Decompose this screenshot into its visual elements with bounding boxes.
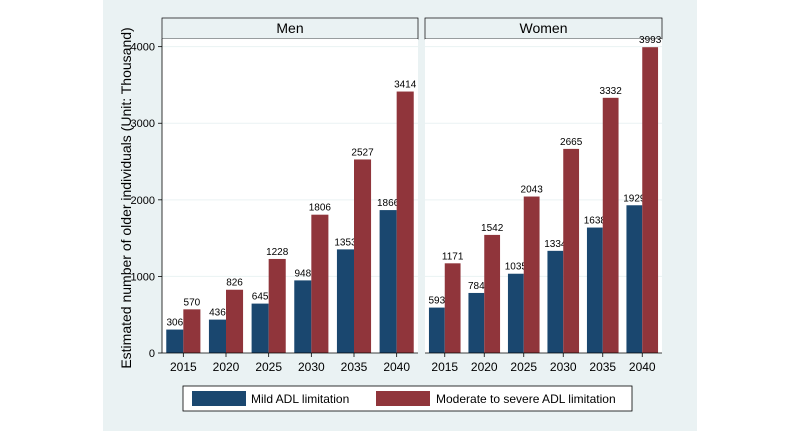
bar-mild-2025	[251, 303, 269, 353]
bar-mild-2030	[547, 250, 564, 353]
y-axis-label: Estimated number of older individuals (U…	[118, 27, 134, 368]
x-tick-label: 2025	[510, 360, 537, 374]
x-tick-label: 2015	[170, 360, 197, 374]
x-tick-label: 2035	[341, 360, 368, 374]
data-label: 2043	[521, 185, 544, 196]
x-tick-label: 2025	[255, 360, 282, 374]
x-tick-label: 2040	[629, 360, 656, 374]
data-label: 1171	[442, 251, 464, 262]
bar-moderate-severe-2040	[642, 47, 659, 353]
data-label: 1806	[309, 203, 332, 214]
bar-moderate-severe-2035	[602, 97, 619, 353]
bar-moderate-severe-2040	[396, 91, 414, 353]
bar-moderate-severe-2015	[183, 309, 201, 353]
data-label: 645	[252, 292, 269, 303]
data-label: 593	[429, 296, 446, 307]
bar-moderate-severe-2025	[523, 196, 540, 353]
data-label: 2665	[560, 137, 583, 148]
bar-moderate-severe-2020	[226, 289, 244, 353]
bar-moderate-severe-2020	[484, 234, 501, 353]
x-tick-label: 2030	[550, 360, 577, 374]
x-tick-label: 2030	[298, 360, 325, 374]
legend-label-moderate-severe: Moderate to severe ADL limitation	[436, 392, 616, 406]
plot-area	[425, 39, 662, 353]
data-label: 3414	[394, 80, 417, 91]
y-tick-label: 1000	[131, 271, 155, 283]
data-label: 1929	[623, 193, 646, 204]
data-label: 826	[226, 278, 243, 289]
x-tick-label: 2020	[471, 360, 498, 374]
data-label: 436	[209, 308, 226, 319]
y-tick-label: 0	[149, 348, 155, 360]
bar-mild-2035	[336, 249, 354, 353]
data-label: 306	[166, 318, 183, 329]
y-tick-label: 4000	[131, 42, 155, 54]
legend-swatch-mild	[192, 391, 246, 406]
bar-moderate-severe-2030	[311, 214, 329, 353]
data-label: 2527	[351, 147, 374, 158]
panel-women: Women 593 1171 2015 784 1542 2020 1035 2043 2025 1…	[424, 17, 663, 374]
data-label: 1866	[377, 198, 400, 209]
data-label: 570	[184, 297, 201, 308]
bar-mild-2035	[586, 227, 603, 353]
legend: Mild ADL limitation Moderate to severe AD…	[182, 385, 633, 412]
data-label: 3993	[639, 35, 662, 46]
y-tick-label: 3000	[131, 118, 155, 130]
data-label: 3332	[600, 86, 623, 97]
x-tick-label: 2040	[383, 360, 410, 374]
legend-swatch-moderate-severe	[376, 391, 430, 406]
bar-moderate-severe-2015	[444, 263, 461, 353]
x-tick-label: 2035	[589, 360, 616, 374]
panel-title: Men	[276, 20, 303, 36]
bar-mild-2040	[379, 210, 397, 353]
bar-moderate-severe-2035	[354, 159, 372, 353]
bar-mild-2015	[428, 307, 445, 353]
bar-moderate-severe-2025	[268, 258, 286, 353]
data-label: 1228	[266, 247, 289, 258]
bar-mild-2030	[294, 280, 312, 353]
data-label: 948	[294, 268, 311, 279]
data-label: 1638	[584, 216, 607, 227]
panel-title: Women	[520, 20, 568, 36]
bar-mild-2025	[507, 273, 524, 353]
x-tick-label: 2015	[431, 360, 458, 374]
bar-mild-2015	[166, 329, 184, 353]
bar-mild-2040	[626, 205, 643, 353]
bar-mild-2020	[208, 319, 226, 353]
data-label: 784	[468, 281, 485, 292]
plot-area	[162, 39, 418, 353]
bar-moderate-severe-2030	[563, 148, 580, 353]
legend-label-mild: Mild ADL limitation	[251, 392, 349, 406]
y-tick-label: 2000	[131, 195, 155, 207]
x-tick-label: 2020	[213, 360, 240, 374]
data-label: 1542	[481, 223, 504, 234]
data-label: 1035	[505, 262, 528, 273]
data-label: 1334	[544, 239, 567, 250]
bar-mild-2020	[468, 292, 485, 353]
data-label: 1353	[334, 237, 357, 248]
